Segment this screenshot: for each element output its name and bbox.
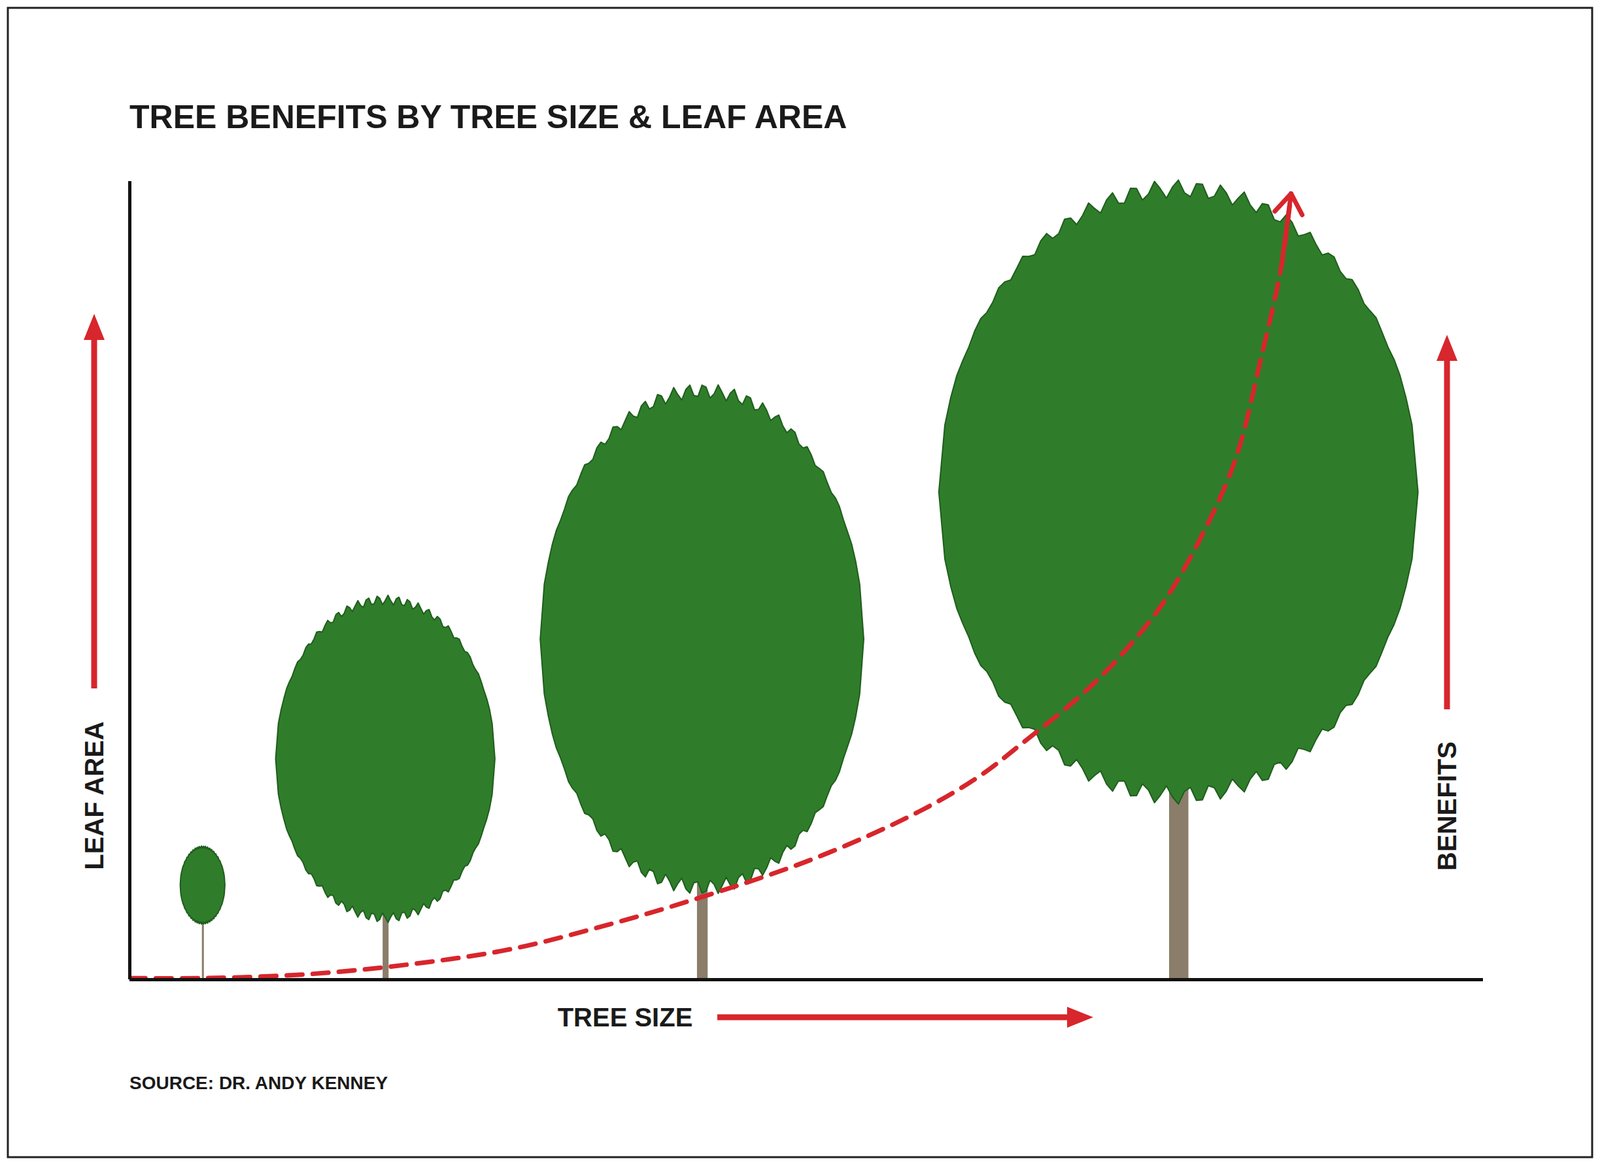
svg-text:SOURCE: DR. ANDY KENNEY: SOURCE: DR. ANDY KENNEY bbox=[129, 1072, 388, 1094]
svg-text:BENEFITS: BENEFITS bbox=[1432, 741, 1462, 871]
svg-text:TREE SIZE: TREE SIZE bbox=[557, 1003, 694, 1032]
svg-text:TREE BENEFITS BY TREE SIZE & L: TREE BENEFITS BY TREE SIZE & LEAF AREA bbox=[129, 98, 847, 136]
svg-text:LEAF AREA: LEAF AREA bbox=[79, 721, 109, 870]
